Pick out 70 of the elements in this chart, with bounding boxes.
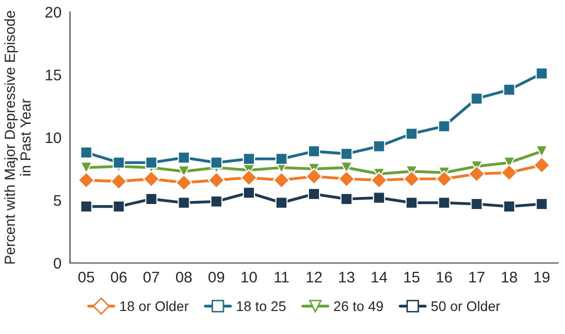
x-tick-label: 06 [110,272,127,283]
legend-label: 18 to 25 [237,301,286,312]
point [208,172,225,189]
x-tick-label: 19 [534,272,550,283]
point [536,198,548,210]
point [438,120,450,132]
point [405,128,418,140]
y-tick-label: 10 [46,132,62,144]
point [178,196,190,209]
point [405,196,418,209]
point [438,196,450,209]
point [340,148,353,160]
point [210,156,223,169]
point [338,170,355,188]
y-tick-label: 15 [46,70,62,80]
point [242,152,256,165]
x-tick-label: 12 [306,272,322,282]
point [503,84,516,96]
point [142,170,160,188]
x-tick-label: 07 [143,272,160,283]
point [175,174,192,192]
x-tick-label: 10 [242,272,257,283]
point [210,195,223,208]
x-tick-label: 14 [372,272,388,282]
point [340,192,353,206]
point [240,169,258,186]
x-tick-label: 18 [502,272,518,283]
legend-label: 18 or Older [120,300,189,312]
point [503,200,516,213]
point [112,200,125,213]
point [80,200,92,213]
x-tick-label: 05 [78,272,94,283]
y-tick-label: 5 [54,195,62,206]
point [110,173,128,190]
point [275,196,288,209]
point [273,172,290,189]
point [436,170,453,188]
point [308,145,320,158]
point [275,152,288,165]
x-tick-label: 08 [176,272,192,283]
point [78,172,95,189]
y-tick-label: 20 [45,6,62,18]
point [468,165,486,182]
point [178,151,190,164]
point [470,198,483,210]
point [533,156,550,174]
point [500,164,518,182]
x-tick-label: 17 [469,272,484,282]
point [372,192,386,204]
point [372,140,386,152]
point [308,188,320,200]
point [112,156,125,169]
x-tick-label: 09 [208,272,224,283]
x-tick-label: 16 [436,272,452,283]
point [470,92,483,105]
legend-label: 50 or Older [431,300,500,312]
point [80,146,92,159]
x-tick-label: 15 [404,272,420,283]
point [145,156,158,169]
point [242,186,256,199]
point [536,67,548,80]
y-axis-title: Percent with Major Depressive Episode in Past Year [4,10,31,264]
point [145,192,158,206]
x-tick-label: 11 [274,272,289,282]
point [403,170,420,188]
x-tick-label: 13 [339,272,354,283]
point [306,168,322,185]
point [370,172,388,189]
y-tick-label: 0 [54,258,62,269]
legend-label: 26 to 49 [334,301,383,312]
